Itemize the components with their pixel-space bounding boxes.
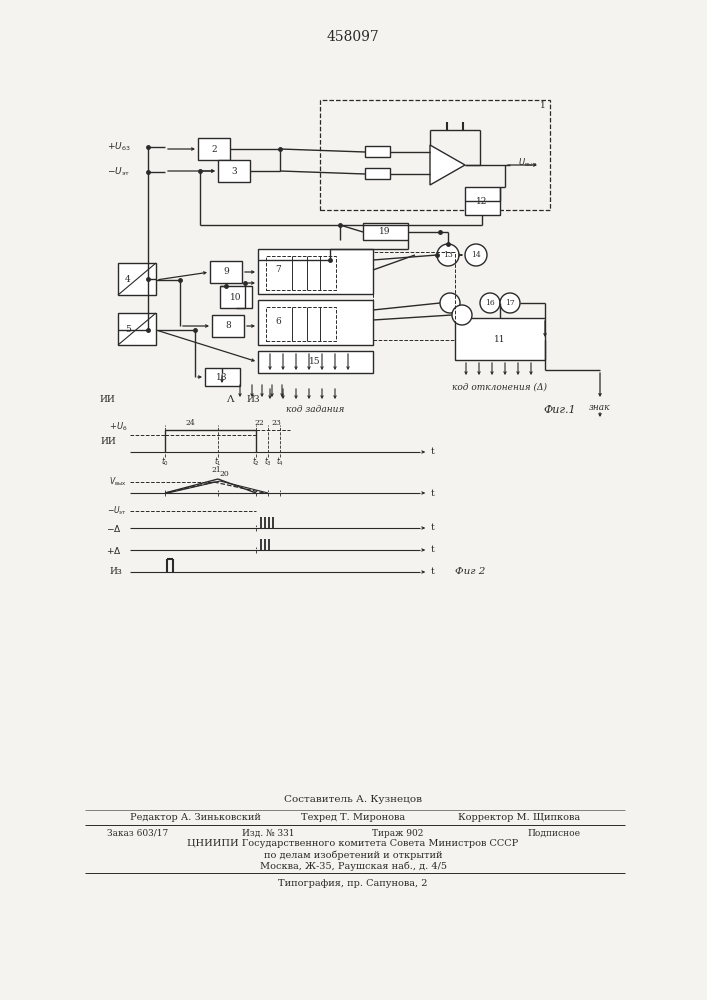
- Text: код отклонения (Δ): код отклонения (Δ): [452, 382, 547, 391]
- Text: ИИ: ИИ: [100, 438, 116, 446]
- Circle shape: [437, 244, 459, 266]
- Text: Заказ 603/17: Заказ 603/17: [107, 828, 168, 838]
- Text: $-U_{\rm эт}$: $-U_{\rm эт}$: [107, 166, 130, 178]
- Bar: [210, 261, 242, 283]
- Text: Фиг 2: Фиг 2: [455, 568, 485, 576]
- Bar: [266, 307, 336, 341]
- Text: 11: 11: [494, 334, 506, 344]
- Text: $-U_{\rm эт}$: $-U_{\rm эт}$: [107, 505, 127, 517]
- Bar: [220, 286, 252, 308]
- Bar: [258, 351, 373, 373]
- Text: 3: 3: [231, 166, 237, 176]
- Text: код задания: код задания: [286, 406, 344, 414]
- Bar: [365, 146, 390, 157]
- Text: $+\Delta$: $+\Delta$: [106, 544, 122, 556]
- Text: 18: 18: [216, 372, 228, 381]
- Circle shape: [440, 293, 460, 313]
- Bar: [465, 187, 500, 215]
- Text: $-\Delta$: $-\Delta$: [106, 522, 122, 534]
- Text: 2: 2: [211, 144, 217, 153]
- Bar: [118, 263, 156, 295]
- Text: $t_3$: $t_3$: [264, 456, 272, 468]
- Bar: [205, 368, 240, 386]
- Text: 5: 5: [125, 326, 131, 334]
- Bar: [218, 160, 250, 182]
- Text: 16: 16: [485, 299, 495, 307]
- Bar: [320, 100, 550, 210]
- Text: 10: 10: [230, 292, 242, 302]
- Text: 21: 21: [211, 466, 221, 474]
- Text: Типография, пр. Сапунова, 2: Типография, пр. Сапунова, 2: [279, 880, 428, 888]
- Text: 13: 13: [443, 251, 453, 259]
- Text: ЦНИИПИ Государственного комитета Совета Министров СССР: ЦНИИПИ Государственного комитета Совета …: [187, 840, 519, 848]
- Bar: [212, 315, 244, 337]
- Text: 23: 23: [271, 419, 281, 427]
- Text: $+U_{\rm б3}$: $+U_{\rm б3}$: [107, 141, 131, 153]
- Text: ИИ: ИИ: [99, 395, 115, 404]
- Bar: [118, 313, 156, 345]
- Text: $t_1$: $t_1$: [214, 456, 222, 468]
- Text: Λ: Λ: [226, 395, 234, 404]
- Bar: [198, 138, 230, 160]
- Text: 7: 7: [275, 265, 281, 274]
- Bar: [266, 256, 336, 290]
- Text: 19: 19: [379, 228, 391, 236]
- Text: $t_2$: $t_2$: [252, 456, 260, 468]
- Text: Составитель А. Кузнецов: Составитель А. Кузнецов: [284, 796, 422, 804]
- Text: 12: 12: [477, 196, 488, 206]
- Text: 458097: 458097: [327, 30, 380, 44]
- Bar: [258, 300, 373, 345]
- Bar: [455, 318, 545, 360]
- Text: Изд. № 331: Изд. № 331: [242, 828, 294, 838]
- Text: $+U_{\rm б}$: $+U_{\rm б}$: [109, 421, 127, 433]
- Text: ИЗ: ИЗ: [246, 395, 259, 404]
- Text: t: t: [431, 488, 435, 497]
- Bar: [258, 249, 373, 294]
- Text: 22: 22: [254, 419, 264, 427]
- Text: Тираж 902: Тираж 902: [373, 828, 423, 838]
- Bar: [365, 168, 390, 179]
- Text: 9: 9: [223, 267, 229, 276]
- Text: $t_4$: $t_4$: [276, 456, 284, 468]
- Text: t: t: [431, 568, 435, 576]
- Text: 20: 20: [219, 470, 229, 478]
- Text: 14: 14: [471, 251, 481, 259]
- Polygon shape: [430, 145, 465, 185]
- Text: 1: 1: [540, 101, 546, 109]
- Text: по делам изобретений и открытий: по делам изобретений и открытий: [264, 850, 443, 860]
- Text: Редактор А. Зиньковский: Редактор А. Зиньковский: [130, 814, 261, 822]
- Text: Подписное: Подписное: [527, 828, 580, 838]
- Text: $V_{\rm вых}$: $V_{\rm вых}$: [110, 476, 127, 488]
- Text: $t_0$: $t_0$: [161, 456, 169, 468]
- Text: t: t: [431, 546, 435, 554]
- Text: $U_{\rm вых}$: $U_{\rm вых}$: [518, 157, 537, 169]
- Bar: [363, 223, 408, 240]
- Text: знак: знак: [589, 402, 611, 412]
- Bar: [373, 252, 455, 340]
- Circle shape: [500, 293, 520, 313]
- Text: 8: 8: [225, 322, 231, 330]
- Text: Корректор М. Щипкова: Корректор М. Щипкова: [458, 814, 580, 822]
- Text: Техред Т. Миронова: Техред Т. Миронова: [301, 814, 405, 822]
- Text: 4: 4: [125, 275, 131, 284]
- Circle shape: [480, 293, 500, 313]
- Circle shape: [465, 244, 487, 266]
- Text: 17: 17: [505, 299, 515, 307]
- Text: Москва, Ж-35, Раушская наб., д. 4/5: Москва, Ж-35, Раушская наб., д. 4/5: [259, 861, 447, 871]
- Text: Из: Из: [110, 568, 122, 576]
- Text: 15: 15: [309, 358, 321, 366]
- Circle shape: [452, 305, 472, 325]
- Text: Фиг.1: Фиг.1: [544, 405, 576, 415]
- Text: t: t: [431, 524, 435, 532]
- Text: t: t: [431, 448, 435, 456]
- Text: 24: 24: [185, 419, 195, 427]
- Text: 6: 6: [275, 316, 281, 326]
